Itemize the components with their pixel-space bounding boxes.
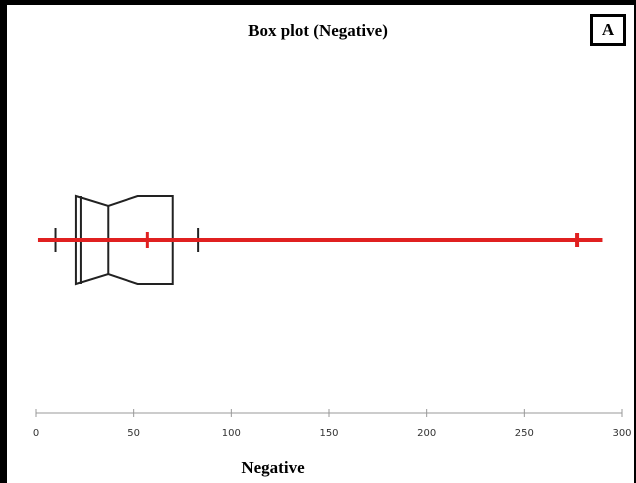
range-overlay <box>37 232 603 248</box>
x-tick-label: 250 <box>515 428 534 439</box>
x-axis-ticks: 0 50 100 150 200 250 300 <box>33 409 632 439</box>
panel-label: A <box>590 14 626 46</box>
x-tick-label: 50 <box>127 428 140 439</box>
x-tick-label: 200 <box>417 428 436 439</box>
x-tick-label: 150 <box>319 428 338 439</box>
x-tick-label: 0 <box>33 428 39 439</box>
x-axis-label: Negative <box>241 458 305 477</box>
notched-box <box>74 194 174 286</box>
x-tick-label: 100 <box>222 428 241 439</box>
x-tick-label: 300 <box>612 428 631 439</box>
chart-title: Box plot (Negative) <box>248 21 388 40</box>
